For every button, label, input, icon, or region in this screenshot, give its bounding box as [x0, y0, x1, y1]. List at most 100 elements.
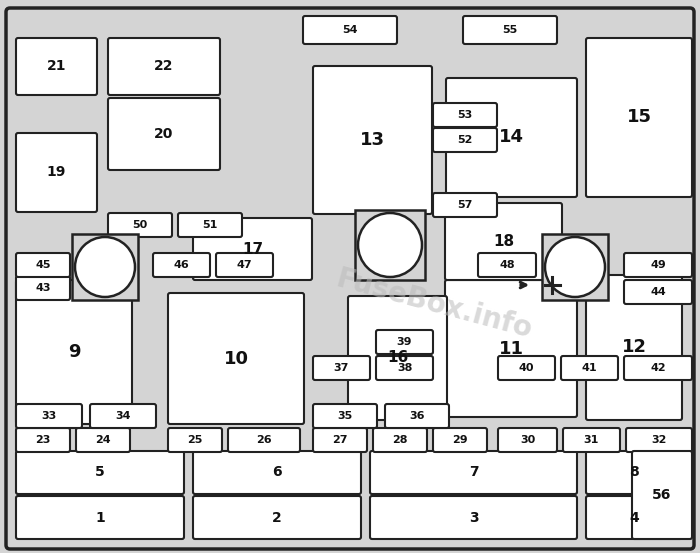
FancyBboxPatch shape — [153, 253, 210, 277]
Text: 34: 34 — [116, 411, 131, 421]
Text: 10: 10 — [223, 349, 248, 368]
Text: 49: 49 — [650, 260, 666, 270]
FancyBboxPatch shape — [178, 213, 242, 237]
FancyBboxPatch shape — [433, 128, 497, 152]
Text: 6: 6 — [272, 466, 282, 479]
FancyBboxPatch shape — [16, 428, 70, 452]
FancyBboxPatch shape — [16, 496, 184, 539]
Text: 44: 44 — [650, 287, 666, 297]
FancyBboxPatch shape — [216, 253, 273, 277]
Text: 8: 8 — [629, 466, 639, 479]
Text: 42: 42 — [650, 363, 666, 373]
Text: 36: 36 — [410, 411, 425, 421]
FancyBboxPatch shape — [348, 296, 447, 420]
FancyBboxPatch shape — [632, 451, 692, 539]
FancyBboxPatch shape — [76, 428, 130, 452]
Text: 30: 30 — [520, 435, 535, 445]
Text: 55: 55 — [503, 25, 517, 35]
FancyBboxPatch shape — [16, 404, 82, 428]
FancyBboxPatch shape — [108, 38, 220, 95]
FancyBboxPatch shape — [6, 8, 694, 549]
Text: 14: 14 — [499, 128, 524, 147]
FancyBboxPatch shape — [433, 193, 497, 217]
FancyBboxPatch shape — [108, 213, 172, 237]
Text: 48: 48 — [499, 260, 514, 270]
FancyBboxPatch shape — [16, 253, 70, 277]
Text: FuseBox.info: FuseBox.info — [332, 264, 536, 344]
FancyBboxPatch shape — [445, 203, 562, 280]
FancyBboxPatch shape — [376, 356, 433, 380]
FancyBboxPatch shape — [561, 356, 618, 380]
FancyBboxPatch shape — [376, 330, 433, 354]
FancyBboxPatch shape — [433, 428, 487, 452]
Text: 19: 19 — [47, 165, 66, 180]
FancyBboxPatch shape — [193, 218, 312, 280]
Text: 51: 51 — [202, 220, 218, 230]
FancyBboxPatch shape — [498, 356, 555, 380]
Text: 13: 13 — [360, 131, 385, 149]
Text: 53: 53 — [457, 110, 473, 120]
Text: 45: 45 — [35, 260, 50, 270]
Text: 26: 26 — [256, 435, 272, 445]
FancyBboxPatch shape — [228, 428, 300, 452]
FancyBboxPatch shape — [355, 210, 425, 280]
Text: 5: 5 — [95, 466, 105, 479]
Circle shape — [545, 237, 605, 297]
FancyBboxPatch shape — [373, 428, 427, 452]
Text: 11: 11 — [498, 340, 524, 357]
Text: 28: 28 — [392, 435, 407, 445]
Text: 25: 25 — [188, 435, 203, 445]
FancyBboxPatch shape — [370, 451, 577, 494]
Text: 40: 40 — [519, 363, 534, 373]
FancyBboxPatch shape — [563, 428, 620, 452]
FancyBboxPatch shape — [193, 451, 361, 494]
Text: 23: 23 — [35, 435, 50, 445]
FancyBboxPatch shape — [586, 275, 682, 420]
Text: 41: 41 — [582, 363, 597, 373]
Text: 56: 56 — [652, 488, 672, 502]
Text: 32: 32 — [651, 435, 666, 445]
FancyBboxPatch shape — [445, 280, 577, 417]
Text: 3: 3 — [469, 510, 478, 524]
FancyBboxPatch shape — [586, 451, 682, 494]
FancyBboxPatch shape — [370, 496, 577, 539]
FancyBboxPatch shape — [446, 78, 577, 197]
Circle shape — [75, 237, 135, 297]
Text: 7: 7 — [469, 466, 478, 479]
FancyBboxPatch shape — [303, 16, 397, 44]
Text: 54: 54 — [342, 25, 358, 35]
Text: 33: 33 — [41, 411, 57, 421]
Text: 17: 17 — [242, 242, 263, 257]
Text: 1: 1 — [95, 510, 105, 524]
FancyBboxPatch shape — [313, 428, 367, 452]
FancyBboxPatch shape — [586, 38, 692, 197]
Text: 43: 43 — [35, 283, 50, 293]
FancyBboxPatch shape — [433, 103, 497, 127]
FancyBboxPatch shape — [168, 293, 304, 424]
Text: 21: 21 — [47, 60, 66, 74]
FancyBboxPatch shape — [624, 280, 692, 304]
Text: 22: 22 — [154, 60, 174, 74]
Text: 15: 15 — [626, 108, 652, 127]
Text: 18: 18 — [493, 234, 514, 249]
Text: 31: 31 — [584, 435, 599, 445]
Text: 24: 24 — [95, 435, 111, 445]
Text: 20: 20 — [154, 127, 174, 141]
FancyBboxPatch shape — [16, 276, 70, 300]
FancyBboxPatch shape — [498, 428, 557, 452]
FancyBboxPatch shape — [586, 496, 682, 539]
FancyBboxPatch shape — [385, 404, 449, 428]
Text: 57: 57 — [457, 200, 473, 210]
Text: 47: 47 — [237, 260, 252, 270]
FancyBboxPatch shape — [626, 428, 692, 452]
FancyBboxPatch shape — [108, 98, 220, 170]
FancyBboxPatch shape — [624, 253, 692, 277]
Text: 12: 12 — [622, 338, 647, 357]
FancyBboxPatch shape — [168, 428, 222, 452]
Text: 39: 39 — [397, 337, 412, 347]
FancyBboxPatch shape — [313, 66, 432, 214]
Text: 27: 27 — [332, 435, 348, 445]
FancyBboxPatch shape — [16, 451, 184, 494]
Text: 4: 4 — [629, 510, 639, 524]
FancyBboxPatch shape — [478, 253, 536, 277]
